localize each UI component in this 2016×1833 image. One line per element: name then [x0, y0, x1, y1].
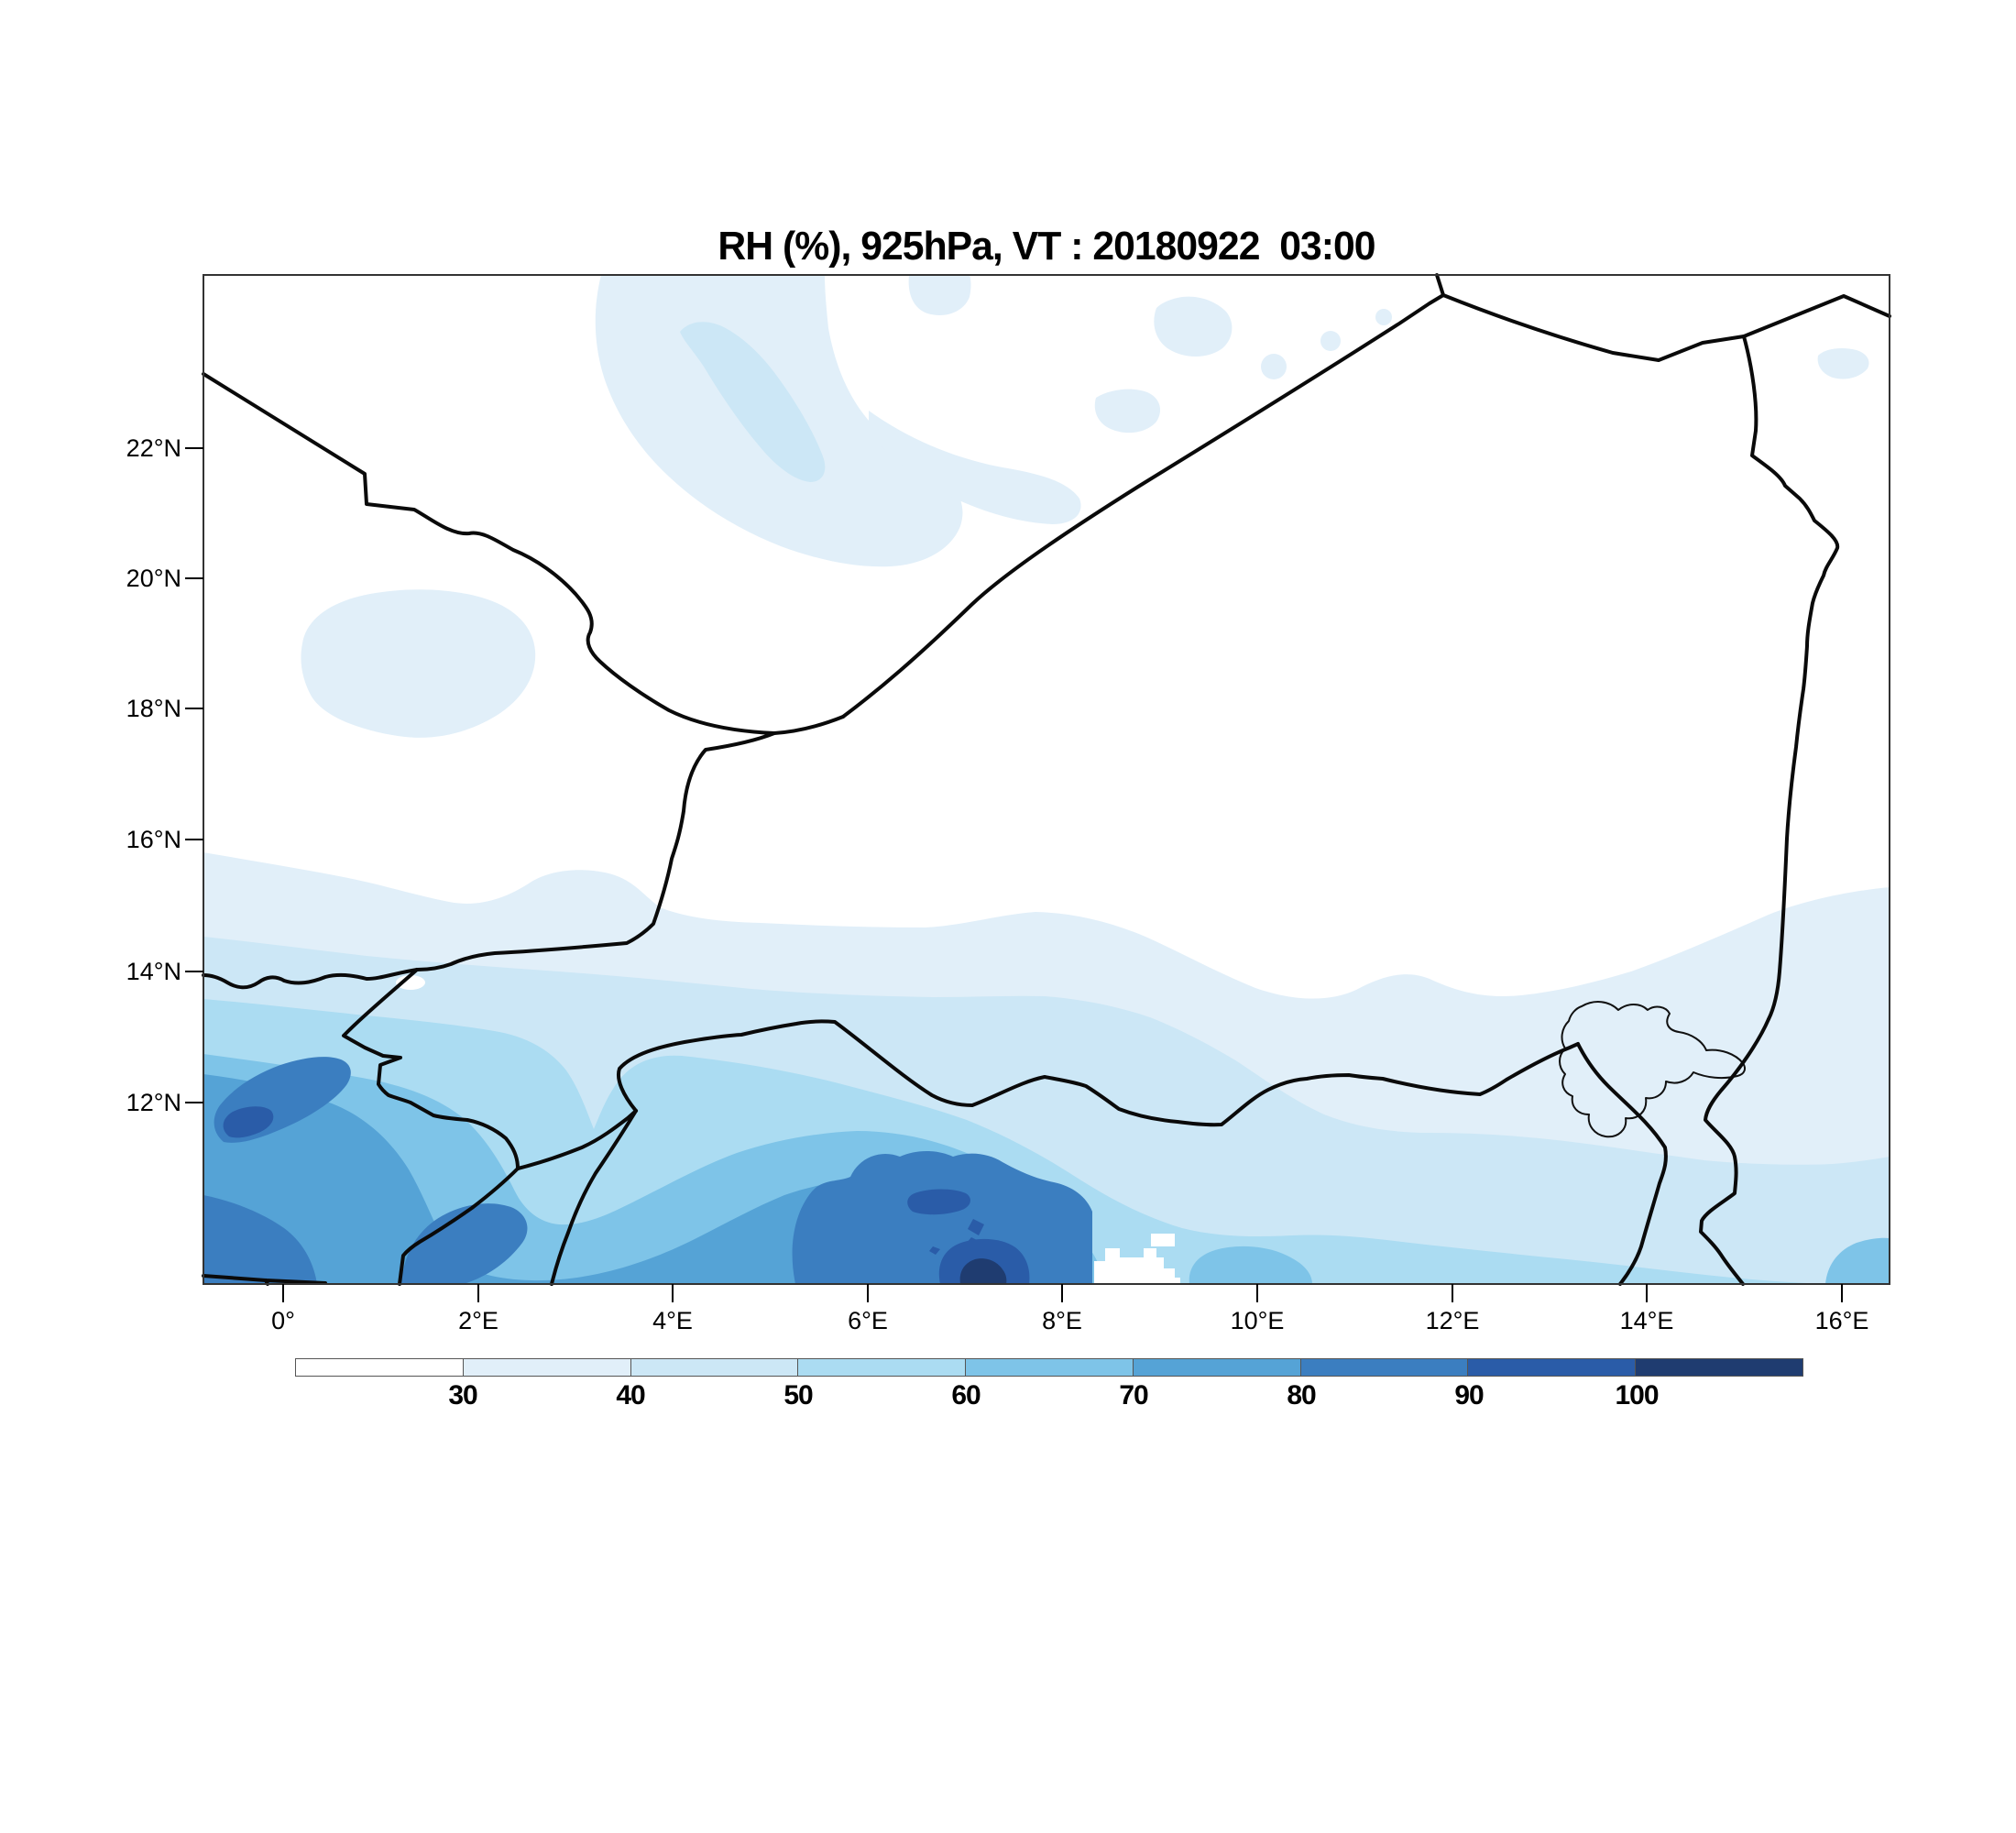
rh-fill-90-west-core: [223, 1106, 274, 1138]
lat-label-20n: 20°N: [126, 565, 181, 592]
white-mask-patch: [1094, 1248, 1180, 1284]
rh-fill-30-dot: [1375, 309, 1392, 325]
colorbar-label-50: 50: [783, 1380, 813, 1410]
lon-label-4e: 4°E: [652, 1307, 693, 1334]
axes-frame: [185, 274, 1890, 1302]
rh-fill-100-core: [959, 1258, 1007, 1284]
colorbar-segment-under: [295, 1358, 464, 1377]
border-algeria-niger: [841, 273, 1445, 719]
lon-label-14e: 14°E: [1619, 1307, 1674, 1334]
colorbar-segment-over: [1636, 1358, 1804, 1377]
rh-fill-60-se-blob: [1189, 1246, 1312, 1284]
lake-chad-outline: [1559, 1001, 1746, 1138]
colorbar-label-30: 30: [448, 1380, 477, 1410]
rh-fill-layers: [203, 275, 1890, 1284]
lon-label-12e: 12°E: [1425, 1307, 1480, 1334]
border-niger-nigeria: [617, 1019, 1580, 1127]
rh-fill-30-ne-patch: [1154, 296, 1233, 357]
lon-label-2e: 2°E: [458, 1307, 499, 1334]
rh-fill-80-sw-corner: [203, 1195, 317, 1284]
lat-label-12n: 12°N: [126, 1089, 181, 1116]
colorbar-segment-70-80: [1133, 1358, 1301, 1377]
lon-tick-marks: [282, 1284, 1843, 1302]
lat-label-14n: 14°N: [126, 958, 181, 985]
colorbar-label-70: 70: [1119, 1380, 1148, 1410]
colorbar: [295, 1358, 1804, 1377]
colorbar-segment-60-70: [966, 1358, 1134, 1377]
colorbar-label-80: 80: [1287, 1380, 1316, 1410]
rh-fill-30-ne-patch-2: [1094, 389, 1161, 434]
lon-label-8e: 8°E: [1042, 1307, 1082, 1334]
border-benin-nigeria: [550, 1109, 638, 1286]
lon-label-10e: 10°E: [1230, 1307, 1285, 1334]
lat-label-18n: 18°N: [126, 695, 181, 722]
white-island: [396, 975, 425, 990]
lon-label-16e: 16°E: [1814, 1307, 1869, 1334]
white-mask-patch-2: [1151, 1234, 1175, 1246]
border-nigeria-cameroon: [1576, 1042, 1668, 1286]
country-borders: [202, 273, 1891, 1286]
colorbar-label-60: 60: [951, 1380, 981, 1410]
lon-label-6e: 6°E: [848, 1307, 888, 1334]
map-frame: [203, 274, 1890, 1285]
border-niger-libya: [1441, 293, 1746, 362]
border-burkina-benin: [398, 1167, 520, 1286]
rh-fill-90-diamond: [968, 1219, 984, 1235]
colorbar-segment-30-40: [463, 1358, 631, 1377]
rh-fill-30-west-blob: [301, 589, 536, 738]
colorbar-segment-50-60: [798, 1358, 967, 1377]
border-niger-chad: [1742, 335, 1840, 1021]
colorbar-segment-80-90: [1300, 1358, 1469, 1377]
rh-fill-90-pill: [907, 1189, 970, 1215]
border-libya-chad: [1742, 294, 1891, 338]
lat-label-22n: 22°N: [126, 434, 181, 462]
border-benin-niger: [516, 1109, 638, 1170]
rh-fill-30-top-notch: [908, 275, 971, 315]
lon-label-0: 0°: [271, 1307, 295, 1334]
colorbar-label-100: 100: [1615, 1380, 1659, 1410]
rh-fill-80-benin-patch: [401, 1203, 528, 1284]
rh-fill-90-dot: [929, 1246, 940, 1255]
rh-fill-30-dot: [1320, 331, 1341, 351]
lat-tick-marks: [185, 447, 203, 1103]
rh-fill-60-corner-blob: [1825, 1237, 1890, 1284]
rh-fill-30-dot: [1261, 354, 1287, 379]
colorbar-label-40: 40: [616, 1380, 645, 1410]
colorbar-segment-40-50: [630, 1358, 799, 1377]
border-mali-niger: [415, 731, 776, 971]
colorbar-segment-90-100: [1468, 1358, 1637, 1377]
border-mali-burkina: [202, 968, 419, 990]
rh-fill-40-north-core: [680, 322, 826, 482]
border-mali-algeria: [202, 372, 845, 735]
colorbar-label-90: 90: [1454, 1380, 1484, 1410]
rh-fill-30-far-ne: [1817, 348, 1869, 379]
border-chad-nigeria: [1699, 1017, 1770, 1286]
rh-fill-30-north-wing: [869, 411, 1081, 524]
border-burkina-niger: [342, 968, 520, 1170]
lat-label-16n: 16°N: [126, 826, 181, 853]
plot-title: RH (%), 925hPa, VT : 20180922 03:00: [718, 224, 1375, 269]
